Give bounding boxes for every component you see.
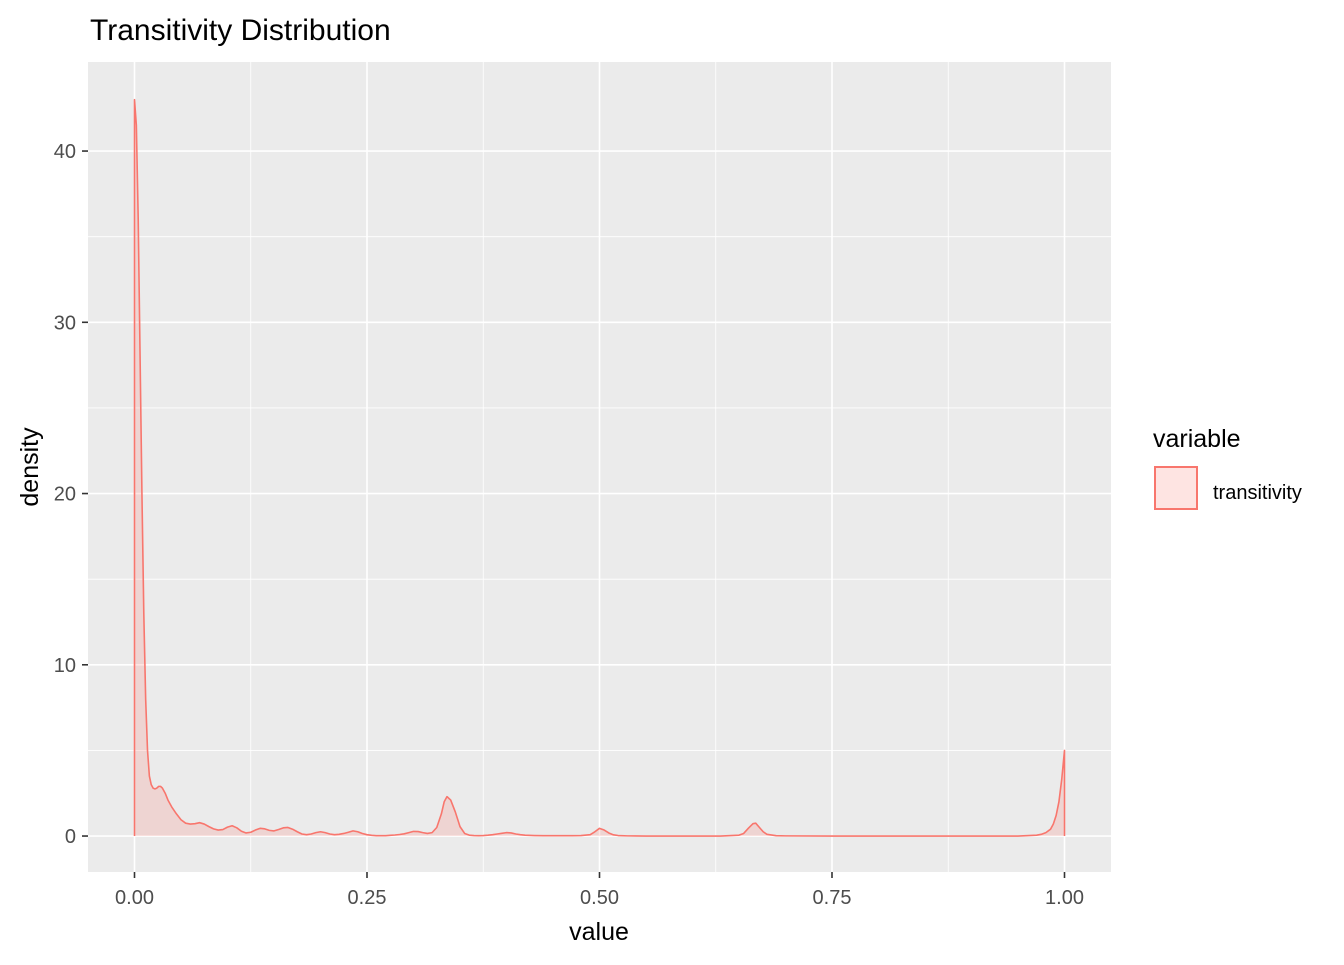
x-tick-label: 0.00 (115, 887, 154, 909)
x-tick-label: 0.25 (348, 887, 387, 909)
y-tick-label: 20 (54, 484, 76, 506)
x-tick-label: 0.75 (813, 887, 852, 909)
legend: variable transitivity (1153, 425, 1302, 510)
legend-key-transitivity (1154, 466, 1198, 510)
x-tick-label: 1.00 (1045, 887, 1084, 909)
chart-title: Transitivity Distribution (90, 14, 391, 47)
legend-label-transitivity: transitivity (1213, 482, 1302, 504)
density-line-transitivity (133, 98, 1066, 837)
y-tick-label: 30 (54, 312, 76, 334)
x-tick-label: 0.50 (580, 887, 619, 909)
x-axis-label: value (569, 918, 629, 946)
y-axis: 0 10 20 30 40 (54, 141, 88, 848)
x-axis: 0.00 0.25 0.50 0.75 1.00 (115, 872, 1084, 909)
y-tick-label: 40 (54, 141, 76, 163)
y-tick-label: 0 (65, 826, 76, 848)
series-layer (133, 98, 1066, 837)
legend-title: variable (1153, 425, 1241, 453)
y-axis-label: density (16, 427, 44, 507)
y-tick-label: 10 (54, 655, 76, 677)
